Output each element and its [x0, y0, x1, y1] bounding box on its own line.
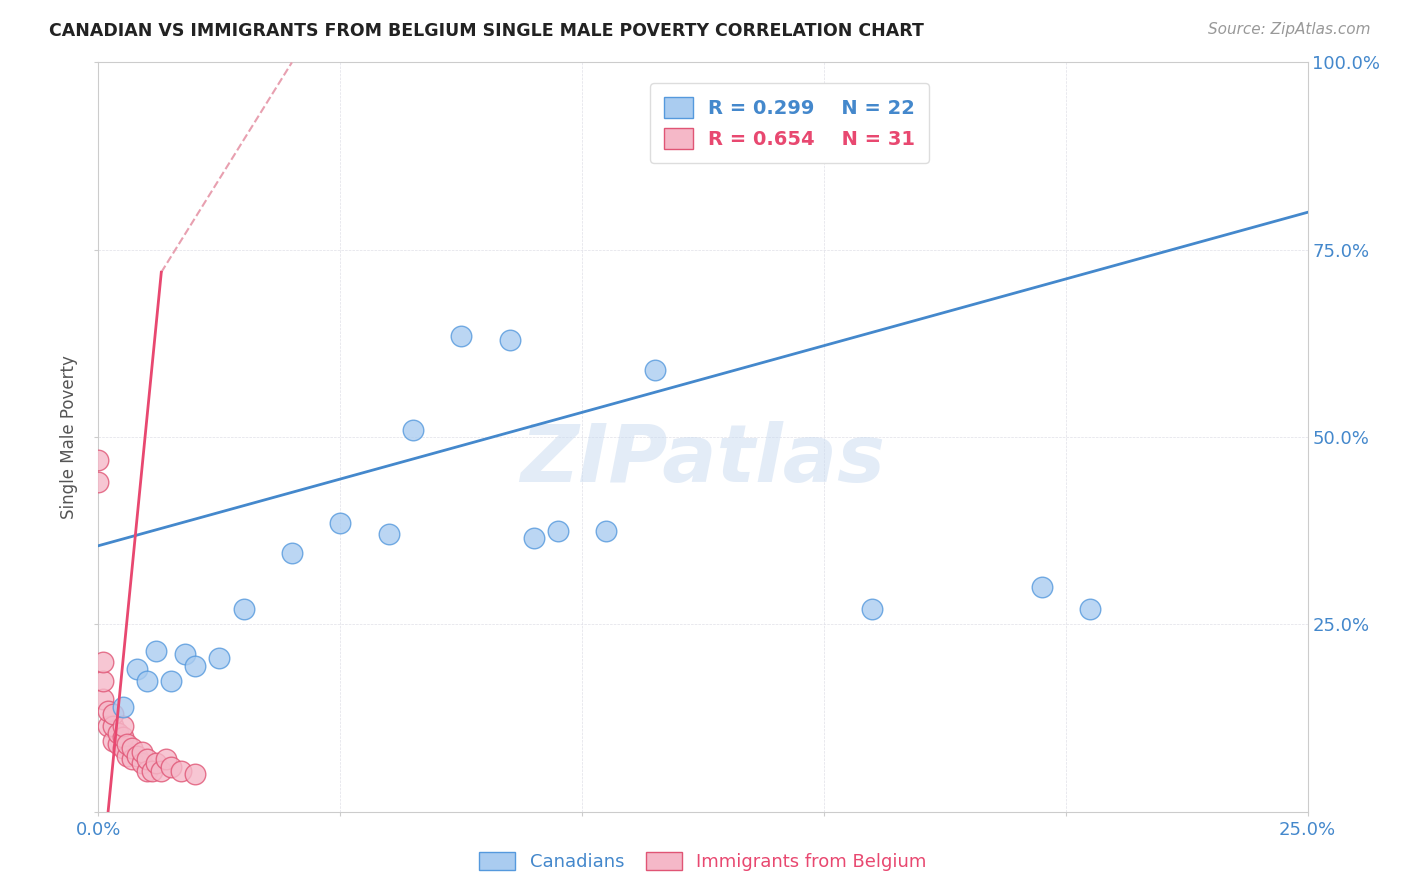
- Point: [595, 524, 617, 538]
- Point: [160, 673, 183, 688]
- Point: [145, 643, 167, 657]
- Legend: Canadians, Immigrants from Belgium: Canadians, Immigrants from Belgium: [472, 845, 934, 879]
- Point: [174, 648, 197, 662]
- Text: Source: ZipAtlas.com: Source: ZipAtlas.com: [1208, 22, 1371, 37]
- Point: [135, 764, 157, 778]
- Point: [111, 730, 134, 744]
- Y-axis label: Single Male Poverty: Single Male Poverty: [60, 355, 79, 519]
- Point: [523, 531, 546, 545]
- Point: [107, 737, 129, 751]
- Point: [87, 475, 110, 489]
- Point: [1031, 580, 1053, 594]
- Point: [329, 516, 352, 531]
- Point: [121, 752, 143, 766]
- Point: [145, 756, 167, 770]
- Point: [97, 718, 120, 732]
- Point: [377, 527, 399, 541]
- Legend: R = 0.299    N = 22, R = 0.654    N = 31: R = 0.299 N = 22, R = 0.654 N = 31: [650, 83, 929, 162]
- Point: [111, 741, 134, 756]
- Point: [169, 764, 191, 778]
- Point: [402, 423, 425, 437]
- Text: CANADIAN VS IMMIGRANTS FROM BELGIUM SINGLE MALE POVERTY CORRELATION CHART: CANADIAN VS IMMIGRANTS FROM BELGIUM SING…: [49, 22, 924, 40]
- Point: [208, 651, 231, 665]
- Point: [111, 718, 134, 732]
- Point: [141, 764, 163, 778]
- Point: [97, 704, 120, 718]
- Point: [91, 673, 114, 688]
- Point: [547, 524, 569, 538]
- Point: [150, 764, 173, 778]
- Point: [131, 756, 153, 770]
- Point: [232, 602, 254, 616]
- Point: [281, 546, 304, 560]
- Point: [127, 748, 149, 763]
- Point: [155, 752, 177, 766]
- Point: [101, 707, 124, 722]
- Point: [1078, 602, 1101, 616]
- Point: [860, 602, 883, 616]
- Point: [107, 726, 129, 740]
- Point: [184, 658, 207, 673]
- Point: [117, 737, 139, 751]
- Point: [498, 333, 520, 347]
- Point: [127, 662, 149, 676]
- Point: [101, 733, 124, 747]
- Point: [121, 741, 143, 756]
- Point: [111, 699, 134, 714]
- Point: [87, 452, 110, 467]
- Point: [450, 329, 472, 343]
- Point: [91, 692, 114, 706]
- Point: [101, 718, 124, 732]
- Point: [184, 767, 207, 781]
- Point: [160, 760, 183, 774]
- Point: [135, 752, 157, 766]
- Point: [91, 655, 114, 669]
- Point: [135, 673, 157, 688]
- Point: [117, 748, 139, 763]
- Point: [644, 362, 666, 376]
- Text: ZIPatlas: ZIPatlas: [520, 420, 886, 499]
- Point: [131, 745, 153, 759]
